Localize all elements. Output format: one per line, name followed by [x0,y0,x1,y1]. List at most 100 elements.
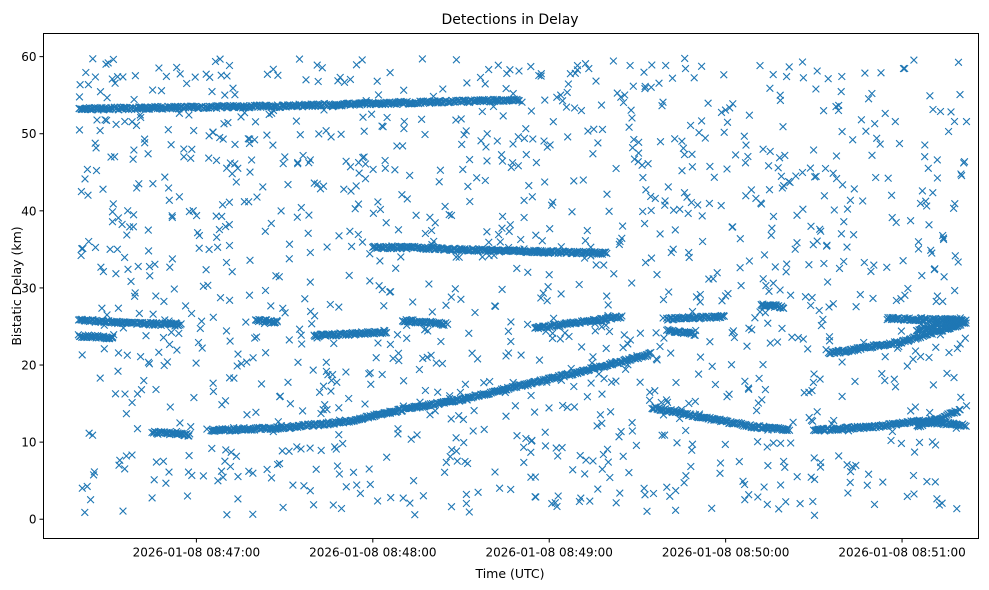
detection-marker [552,444,560,452]
detection-marker [75,126,84,134]
detection-marker [603,445,612,454]
detection-marker [672,378,680,387]
detection-marker [173,346,181,354]
detection-marker [247,156,256,164]
detection-marker [745,324,753,332]
detection-marker [954,58,963,67]
detection-marker [352,61,361,69]
detection-marker [215,225,224,234]
detection-marker [838,127,846,136]
detection-marker [887,191,896,200]
detection-marker [696,298,704,306]
detection-marker [805,388,813,396]
detection-marker [641,491,649,499]
detection-marker [688,163,697,171]
detection-marker [805,413,813,422]
detection-marker [692,293,701,301]
detection-marker [870,261,878,269]
detection-marker [782,260,791,268]
detection-marker [641,84,649,93]
detection-marker [160,297,168,306]
detection-marker [547,201,556,209]
detection-marker [944,127,953,136]
detection-marker [152,292,160,300]
detection-marker [360,127,368,135]
detection-marker [735,457,744,466]
detection-marker [135,180,143,188]
detection-marker [400,117,409,126]
detection-marker [165,340,174,349]
detection-marker [423,353,431,362]
detection-marker [84,237,93,246]
detection-marker [838,392,846,401]
detection-marker [868,89,876,98]
detection-marker [660,201,669,209]
detection-marker [92,144,100,152]
detection-marker [96,87,105,96]
detection-marker [498,157,507,165]
detection-marker [548,334,557,343]
detection-marker [86,495,95,504]
detection-marker [837,230,846,238]
detection-marker [906,407,915,415]
detection-marker [330,339,338,348]
detection-marker [88,431,97,439]
detection-marker [222,258,231,267]
detection-marker [788,333,796,341]
detection-marker [250,334,259,342]
detection-marker [263,465,271,474]
detection-marker [648,61,656,69]
detection-marker [658,101,666,110]
detection-marker [134,262,142,271]
detection-marker [373,497,382,505]
detection-marker [786,439,795,447]
detection-marker [195,244,203,252]
detection-marker [333,378,341,387]
detection-marker [78,484,87,492]
detection-marker [590,125,598,133]
detection-marker [528,193,537,201]
detection-marker [337,504,346,513]
detection-marker [252,333,261,341]
detection-marker [629,82,638,90]
detection-marker [175,193,184,201]
detection-marker [954,258,962,266]
detection-marker [743,342,751,350]
detection-marker [186,422,195,431]
detection-marker [899,64,908,73]
detection-marker [155,348,163,357]
detection-marker [848,463,857,471]
detection-marker [583,226,592,235]
detection-marker [297,445,305,453]
detection-marker [82,68,90,77]
detection-marker [104,59,112,67]
detection-marker [432,359,441,367]
detection-marker [465,155,474,164]
detection-marker [658,431,666,440]
detection-marker [652,355,661,363]
detection-marker [513,264,521,273]
detection-marker [245,467,253,476]
chart-title: Detections in Delay [441,12,578,28]
detection-marker [337,130,345,139]
detection-marker [234,495,242,503]
detection-marker [159,457,168,466]
detection-marker [544,282,552,291]
detection-marker [394,425,402,433]
detection-marker [540,178,549,186]
detection-marker [407,435,415,443]
detection-marker [627,106,635,114]
detection-marker [349,468,358,477]
detection-marker [769,70,777,79]
detection-marker [892,218,900,227]
detection-marker [570,382,578,391]
detection-marker [459,165,467,174]
detection-marker [244,135,253,143]
detection-marker [630,135,638,144]
detection-marker [843,205,852,213]
detection-marker [871,173,880,182]
detection-marker [323,243,331,251]
detection-marker [398,190,406,199]
detection-marker [741,377,749,386]
x-tick-label: 2026-01-08 08:47:00 [133,546,260,560]
